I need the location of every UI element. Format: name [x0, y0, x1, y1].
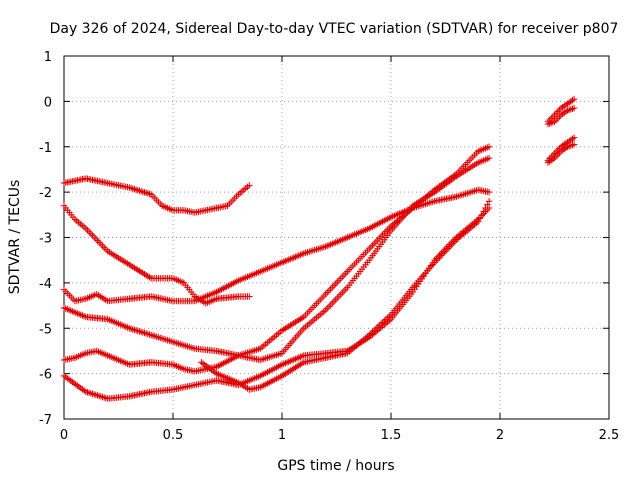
data-point: [570, 104, 578, 112]
x-tick-label: 2.5: [599, 428, 620, 443]
data-point: [97, 393, 105, 400]
data-point: [132, 186, 140, 193]
data-point: [570, 95, 578, 103]
data-point: [137, 328, 145, 336]
data-point: [146, 331, 153, 338]
x-tick-label: 1: [278, 428, 286, 443]
data-point: [132, 327, 140, 334]
data-point: [87, 390, 95, 397]
data-point: [141, 189, 148, 196]
data-point: [551, 111, 558, 119]
data-point: [92, 391, 100, 399]
data-point: [96, 392, 103, 400]
series-track-c: [60, 186, 493, 305]
data-point: [570, 141, 578, 148]
x-tick-label: 0: [60, 428, 68, 443]
data-point: [475, 218, 482, 225]
data-point: [246, 182, 253, 189]
x-axis-label: GPS time / hours: [277, 458, 394, 474]
y-tick-label: -2: [39, 186, 52, 201]
data-point: [127, 184, 135, 192]
y-tick-label: -6: [39, 368, 52, 383]
data-point: [482, 204, 489, 212]
data-point: [566, 106, 573, 114]
data-point: [142, 330, 150, 337]
data-point: [142, 189, 150, 197]
data-point: [372, 325, 380, 332]
y-tick-label: -5: [39, 322, 52, 337]
data-point: [569, 141, 576, 149]
data-point: [476, 215, 484, 222]
data-point: [94, 392, 101, 399]
data-point: [392, 218, 400, 226]
data-point: [566, 142, 573, 150]
data-point: [386, 313, 393, 320]
y-tick-label: 0: [44, 95, 52, 110]
data-point: [554, 115, 561, 122]
data-point: [556, 113, 563, 120]
data-point: [137, 188, 145, 195]
data-point: [478, 211, 486, 219]
data-point: [136, 328, 143, 335]
grid-lines: [64, 56, 609, 419]
data-point: [485, 198, 493, 205]
data-point: [480, 208, 487, 215]
data-point: [99, 393, 106, 401]
series-track-e: [60, 143, 493, 375]
data-point: [569, 105, 576, 112]
data-point: [485, 154, 493, 162]
data-point: [131, 185, 138, 193]
data-point: [549, 113, 557, 120]
series-track-a: [60, 175, 253, 216]
x-tick-label: 0.5: [163, 428, 184, 443]
data-point: [556, 149, 563, 157]
data-point: [548, 119, 555, 127]
data-point: [144, 190, 152, 197]
plot-frame: [63, 55, 610, 420]
y-tick-label: -7: [39, 413, 52, 428]
data-point: [136, 187, 143, 194]
y-tick-label: 1: [44, 50, 52, 65]
data-point: [570, 134, 578, 141]
data-point: [485, 143, 493, 150]
data-point: [552, 153, 560, 160]
data-point: [144, 330, 152, 338]
y-tick-label: -3: [39, 232, 52, 247]
chart-title: Day 326 of 2024, Sidereal Day-to-day VTE…: [50, 21, 619, 37]
data-point: [141, 329, 148, 337]
series-track-k: [544, 141, 578, 166]
data-point: [384, 314, 391, 321]
x-tick-label: 2: [496, 428, 504, 443]
data-point: [554, 151, 561, 158]
data-marks: [60, 95, 578, 402]
y-tick-label: -4: [39, 277, 52, 292]
data-point: [552, 110, 560, 117]
series-track-f: [60, 204, 493, 402]
data-point: [89, 390, 96, 398]
data-point: [131, 326, 138, 334]
x-tick-label: 1.5: [381, 428, 402, 443]
data-point: [139, 188, 147, 195]
data-point: [246, 293, 253, 300]
y-axis-label: SDTVAR / TECUs: [7, 180, 23, 295]
data-point: [101, 394, 108, 401]
data-point: [90, 391, 98, 398]
data-point: [556, 106, 563, 114]
y-tick-label: -1: [39, 141, 52, 156]
data-point: [546, 120, 553, 127]
series-track-g: [198, 198, 493, 393]
data-point: [484, 201, 491, 208]
data-point: [139, 329, 147, 336]
data-point: [485, 188, 493, 196]
data-point: [129, 185, 136, 192]
data-point: [551, 118, 558, 125]
series-track-i: [544, 104, 578, 128]
